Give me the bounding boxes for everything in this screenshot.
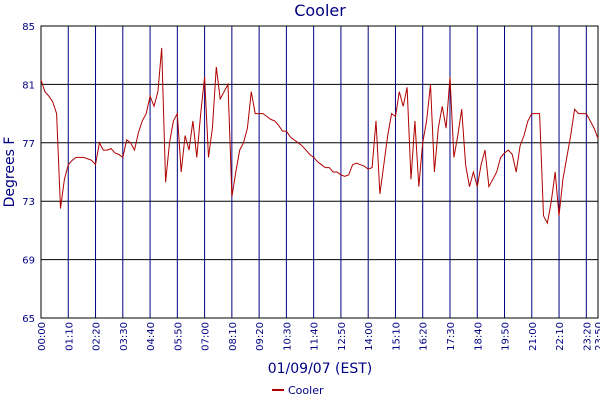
x-tick-label: 00:00: [37, 322, 48, 351]
x-tick-label: 09:20: [255, 322, 266, 351]
legend-label: Cooler: [288, 384, 324, 397]
x-tick-label: 22:10: [555, 322, 566, 351]
y-tick-label: 77: [22, 139, 35, 150]
x-tick-label: 14:00: [364, 322, 375, 351]
y-tick-label: 73: [22, 197, 35, 208]
x-tick-label: 23:50: [594, 322, 600, 351]
x-tick-label: 21:00: [528, 322, 539, 351]
y-axis-label: Degrees F: [2, 137, 18, 208]
x-tick-label: 02:20: [92, 322, 103, 351]
x-tick-label: 10:30: [282, 322, 293, 351]
chart-title: Cooler: [294, 1, 346, 20]
x-tick-label: 08:10: [228, 322, 239, 351]
x-tick-label: 12:50: [337, 322, 348, 351]
x-tick-label: 16:20: [419, 322, 430, 351]
x-axis-label: 01/09/07 (EST): [268, 361, 373, 377]
data-line: [40, 47, 599, 225]
y-tick-label: 69: [22, 256, 35, 267]
x-tick-label: 23:20: [582, 322, 593, 351]
x-tick-label: 01:10: [64, 322, 75, 351]
x-tick-label: 03:30: [119, 322, 130, 351]
plot-border: [40, 25, 599, 319]
y-tick-label: 65: [22, 314, 35, 325]
y-tick-label: 81: [22, 80, 35, 91]
x-tick-label: 05:50: [173, 322, 184, 351]
x-tick-label: 04:40: [146, 322, 157, 351]
x-tick-label: 19:50: [501, 322, 512, 351]
x-tick-label: 18:40: [473, 322, 484, 351]
y-tick-label: 85: [22, 22, 35, 33]
x-tick-label: 15:10: [391, 322, 402, 351]
x-tick-label: 11:40: [310, 322, 321, 351]
x-tick-label: 17:30: [446, 322, 457, 351]
x-tick-label: 07:00: [201, 322, 212, 351]
